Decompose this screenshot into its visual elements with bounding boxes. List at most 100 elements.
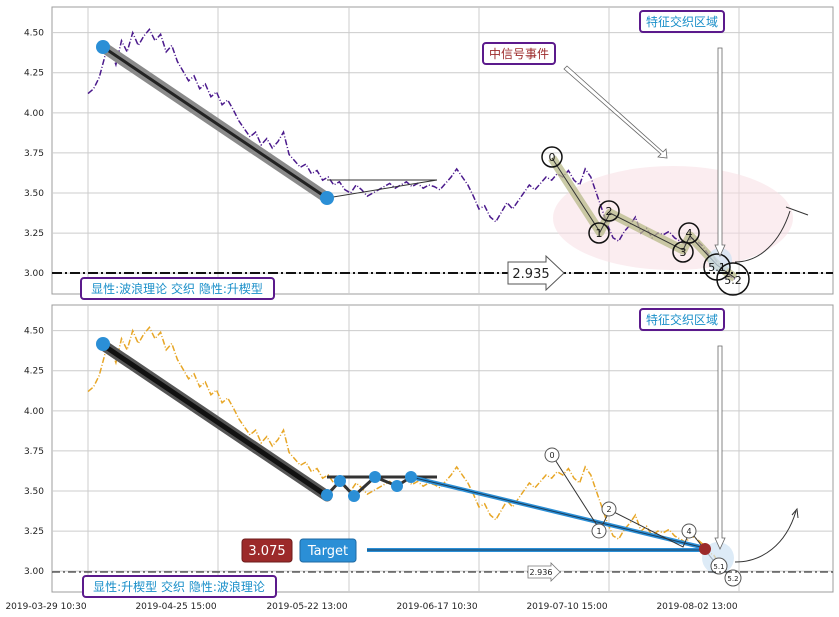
x-tick-label: 2019-08-02 13:00 [656, 602, 737, 612]
zone-arrow-upper [714, 47, 726, 257]
downtrend-line-lower [100, 342, 330, 499]
zone-label-text: 特征交织区域 [646, 312, 718, 327]
wedge-lower-line-upper [326, 179, 438, 199]
price-series-upper [87, 28, 737, 281]
y-tick-label: 3.50 [24, 487, 44, 497]
signal-label-text: 中信号事件 [489, 46, 549, 61]
zone-label-upper: 特征交织区域 [639, 10, 725, 33]
y-tick-label: 3.00 [24, 567, 44, 577]
support-value-label: 2.935 [512, 267, 549, 282]
pattern-footer-box [80, 277, 275, 300]
wave-label-3: 3 [680, 246, 687, 259]
wave-label-5-1: 5.1 [708, 261, 726, 274]
pivot-point [96, 40, 110, 54]
zone-label-text: 特征交织区域 [646, 14, 718, 29]
wave-marker [710, 557, 728, 575]
wave-marker [678, 222, 700, 244]
interleave-zone-highlight [553, 166, 793, 270]
y-tick-label: 3.25 [24, 229, 44, 239]
x-axis: 2019-03-29 10:30 2019-04-25 15:00 2019-05-… [5, 602, 737, 612]
pivot-point [391, 480, 403, 492]
channel-line-lower-core [410, 476, 706, 549]
y-tick-label: 3.75 [24, 447, 44, 457]
wave-marker [591, 523, 607, 539]
pattern-footer-upper: 显性:波浪理论 交织 隐性:升楔型 [80, 277, 275, 300]
wave-marker [598, 200, 620, 222]
wave-marker [672, 241, 694, 263]
pivot-point [96, 337, 110, 351]
wave-markers-lower: 0 1 2 4 5.1 5.2 [544, 447, 742, 587]
wave-marker [588, 222, 610, 244]
target-label-badge: Target [299, 538, 357, 563]
wave-marker [716, 262, 750, 296]
wave-marker [681, 523, 697, 539]
wave-label-4: 4 [686, 227, 693, 240]
zone-label-lower: 特征交织区域 [639, 308, 725, 331]
wave-label-0: 0 [549, 151, 556, 164]
pattern-footer-box [82, 575, 277, 598]
y-tick-label: 4.25 [24, 367, 44, 377]
projection-curve-lower [734, 510, 797, 563]
x-tick-label: 2019-05-22 13:00 [266, 602, 347, 612]
pattern-footer-text: 显性:升楔型 交织 隐性:波浪理论 [93, 579, 265, 594]
pivot-point [369, 471, 381, 483]
support-value-arrow-lower [527, 562, 561, 582]
pivot-point [334, 475, 346, 487]
zone-label-box [639, 308, 725, 331]
target-label-box [299, 538, 357, 563]
pivot-point [405, 471, 417, 483]
pivot-point [320, 191, 334, 205]
zone-label-box [639, 10, 725, 33]
zone-arrow-lower [714, 345, 726, 550]
projection-tick [785, 206, 809, 216]
signal-label: 中信号事件 [482, 42, 556, 65]
signal-label-box [482, 42, 556, 65]
x-tick-label: 2019-03-29 10:30 [5, 602, 86, 612]
wave-label-0: 0 [549, 451, 554, 460]
y-tick-label: 3.25 [24, 527, 44, 537]
x-tick-label: 2019-04-25 15:00 [135, 602, 216, 612]
wave-markers-upper: 0 1 2 3 4 5.1 5.2 [541, 146, 750, 296]
target-point [699, 543, 711, 555]
wave-marker [724, 569, 742, 587]
pivot-point [321, 489, 333, 501]
signal-arrow [563, 65, 668, 159]
y-tick-label: 3.00 [24, 269, 44, 279]
target-label-text: Target [307, 544, 348, 559]
y-tick-label: 4.25 [24, 69, 44, 79]
wave-label-2: 2 [606, 505, 611, 514]
projection-curve-upper [734, 210, 791, 263]
wave-marker [544, 447, 560, 463]
wave-marker [541, 146, 563, 168]
y-tick-label: 3.50 [24, 189, 44, 199]
wave-label-5-1: 5.1 [713, 563, 724, 571]
wave-label-4: 4 [686, 527, 691, 536]
support-value-label-lower: 2.936 [530, 568, 553, 577]
wave-label-1: 1 [596, 527, 601, 536]
wave-label-2: 2 [606, 205, 613, 218]
y-tick-label: 4.50 [24, 327, 44, 337]
projection-arrowhead [791, 507, 799, 519]
wave-marker [601, 501, 617, 517]
wave-label-5-2: 5.2 [724, 274, 742, 287]
y-tick-label: 3.75 [24, 149, 44, 159]
y-tick-label: 4.00 [24, 407, 44, 417]
pivot-point [348, 490, 360, 502]
target-value-badge: 3.075 [241, 538, 293, 563]
y-tick-label: 4.50 [24, 29, 44, 39]
price-series-lower [87, 326, 737, 579]
target-value-text: 3.075 [248, 544, 285, 559]
x-tick-label: 2019-07-10 15:00 [526, 602, 607, 612]
y-axis-upper: 3.00 3.25 3.50 3.75 4.00 4.25 4.50 [24, 29, 44, 280]
y-axis-lower: 3.00 3.25 3.50 3.75 4.00 4.25 4.50 [24, 327, 44, 578]
pattern-footer-lower: 显性:升楔型 交织 隐性:波浪理论 [82, 575, 277, 598]
support-value-arrow [507, 254, 565, 292]
x-tick-label: 2019-06-17 10:30 [396, 602, 477, 612]
wave-label-5-2: 5.2 [727, 575, 738, 583]
downtrend-line-upper [101, 45, 329, 200]
wave-label-1: 1 [596, 227, 603, 240]
target-value-box [241, 538, 293, 563]
y-tick-label: 4.00 [24, 109, 44, 119]
pattern-footer-text: 显性:波浪理论 交织 隐性:升楔型 [91, 281, 263, 296]
